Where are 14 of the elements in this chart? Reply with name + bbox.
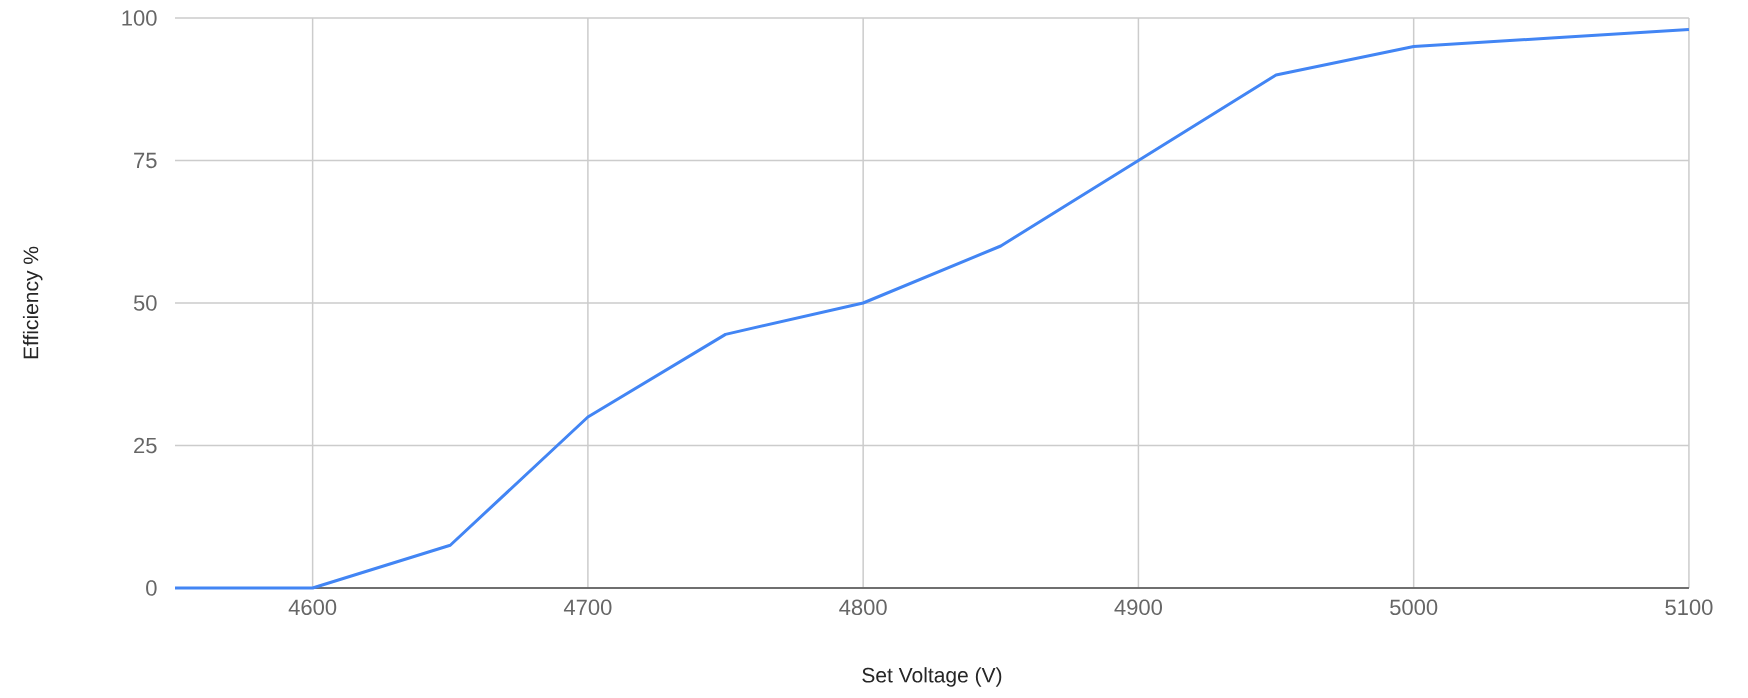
y-tick-label: 50 bbox=[133, 295, 157, 311]
x-tick-label: 5000 bbox=[1390, 599, 1438, 616]
x-tick-label: 4600 bbox=[288, 599, 337, 616]
x-tick-label: 4700 bbox=[563, 599, 612, 616]
x-tick-label: 4900 bbox=[1114, 599, 1163, 616]
y-tick-label: 100 bbox=[122, 10, 157, 26]
x-tick-label: 5100 bbox=[1665, 599, 1713, 616]
y-tick-label: 0 bbox=[146, 580, 157, 596]
y-tick-label: 75 bbox=[134, 152, 157, 169]
x-axis-title: Set Voltage (V) bbox=[862, 667, 1002, 687]
y-axis-title: Efficiency % bbox=[22, 246, 43, 359]
line-series bbox=[173, 27, 1691, 590]
y-tick-label: 25 bbox=[134, 437, 157, 454]
x-tick-label: 4800 bbox=[839, 599, 887, 616]
